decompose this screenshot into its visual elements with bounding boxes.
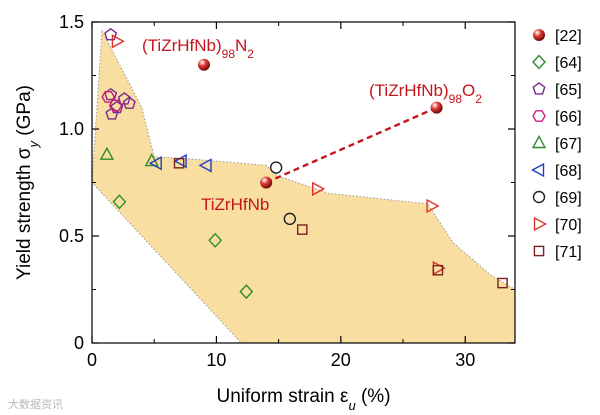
- data-point: [111, 34, 125, 49]
- legend-marker: [532, 110, 546, 122]
- series-66: [101, 90, 123, 112]
- data-point: [173, 157, 185, 169]
- property-region: [92, 28, 515, 343]
- legend-label: [66]: [555, 109, 582, 126]
- y-tick-label: 0: [74, 333, 84, 353]
- data-point: [283, 212, 297, 226]
- legend-label: [70]: [555, 217, 582, 234]
- legend-item: [64]: [532, 54, 582, 72]
- legend-item: [69]: [532, 190, 582, 207]
- x-tick-label: 0: [87, 350, 97, 370]
- legend-item: [66]: [532, 109, 582, 126]
- y-tick-label: 0.5: [59, 226, 84, 246]
- legend-label: [64]: [555, 55, 582, 72]
- watermark: 大数据资讯: [8, 397, 63, 411]
- data-point: [208, 232, 223, 248]
- data-point: [198, 158, 212, 173]
- series-64: [112, 194, 254, 300]
- legend-label: [22]: [555, 28, 582, 45]
- y-tick-label: 1.0: [59, 119, 84, 139]
- data-point: [105, 107, 119, 120]
- legend-marker: [532, 82, 546, 95]
- legend-marker: [533, 216, 547, 232]
- data-point: [104, 27, 118, 41]
- data-point: [432, 264, 444, 276]
- legend-item: [68]: [531, 162, 582, 180]
- data-point: [122, 96, 136, 109]
- data-point: [260, 176, 273, 189]
- series-69: [269, 161, 297, 226]
- x-tick-label: 30: [455, 350, 475, 370]
- dashed-connector: [265, 106, 438, 184]
- legend-label: [65]: [555, 82, 582, 99]
- series-71: [173, 157, 508, 289]
- x-axis-title: Uniform strain εu (%): [216, 386, 390, 413]
- legend-label: [68]: [555, 163, 582, 180]
- y-axis-title: Yield strength σy (GPa): [14, 85, 41, 280]
- legend-item: [22]: [533, 28, 582, 45]
- y-tick-label: 1.5: [59, 12, 84, 32]
- x-tick-label: 20: [331, 350, 351, 370]
- legend-marker: [531, 162, 545, 178]
- legend-marker: [532, 54, 546, 70]
- series-22: [197, 58, 443, 189]
- data-point: [108, 99, 123, 112]
- data-point: [426, 198, 440, 214]
- legend-marker: [533, 245, 545, 257]
- legend-label: [69]: [555, 190, 582, 207]
- annotation-base: TiZrHfNb: [201, 195, 269, 214]
- x-tick-label: 10: [206, 350, 226, 370]
- legend-item: [67]: [531, 135, 582, 153]
- data-point: [312, 181, 326, 197]
- legend-marker: [531, 135, 547, 149]
- legend-label: [71]: [555, 244, 582, 261]
- data-point: [430, 101, 443, 114]
- legend: [22] [64] [65] [66] [67] [68] [69] [70] [71]: [531, 28, 582, 261]
- data-point: [148, 156, 162, 171]
- legend-label: [67]: [555, 136, 582, 153]
- legend-marker: [532, 190, 546, 204]
- data-point: [99, 146, 115, 160]
- data-point: [197, 58, 210, 71]
- legend-item: [65]: [532, 82, 582, 99]
- annotation-N2: (TiZrHfNb)98N2: [142, 36, 254, 61]
- data-point: [239, 284, 254, 300]
- annotation-O2: (TiZrHfNb)98O2: [369, 81, 482, 106]
- plot-layer: 0 10 20 30 0 0.5 1.0 1.5 Uniform strain εu (%) Yi…: [8, 12, 582, 413]
- data-point: [112, 194, 127, 210]
- data-point: [269, 161, 283, 174]
- data-point: [296, 224, 308, 235]
- legend-item: [71]: [533, 244, 582, 261]
- legend-marker: [533, 29, 545, 41]
- data-point: [497, 277, 508, 289]
- legend-item: [70]: [533, 216, 582, 234]
